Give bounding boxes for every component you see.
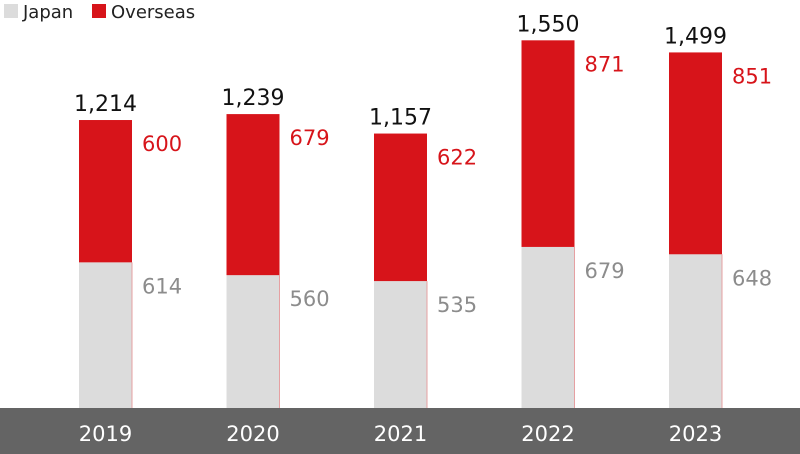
x-axis-band (0, 408, 800, 454)
total-label-2021: 1,157 (369, 106, 432, 131)
bar-japan-2022 (521, 246, 575, 408)
japan-value-label-2021: 535 (437, 293, 477, 317)
total-label-2023: 1,499 (664, 24, 727, 49)
bars (79, 40, 723, 408)
x-tick-label-2022: 2022 (521, 422, 574, 446)
bar-japan-2023 (669, 254, 722, 408)
bar-overseas-2023 (669, 52, 722, 255)
japan-value-label-2023: 648 (732, 266, 772, 290)
bar-overseas-2020 (226, 114, 280, 276)
japan-value-label-2019: 614 (142, 274, 182, 298)
x-tick-label-2020: 2020 (226, 422, 279, 446)
legend-swatch-overseas (92, 4, 106, 18)
overseas-value-label-2019: 600 (142, 132, 182, 156)
data-labels: 1,21460061420191,23967956020201,15762253… (74, 12, 772, 446)
overseas-value-label-2021: 622 (437, 146, 477, 170)
x-tick-label-2023: 2023 (669, 422, 722, 446)
bar-japan-2020 (226, 275, 280, 408)
total-label-2022: 1,550 (517, 12, 580, 37)
overseas-value-label-2023: 851 (732, 64, 772, 88)
total-label-2020: 1,239 (222, 86, 285, 111)
legend: Japan Overseas (4, 2, 195, 23)
total-label-2019: 1,214 (74, 92, 137, 117)
japan-value-label-2022: 679 (585, 259, 625, 283)
overseas-value-label-2020: 679 (290, 126, 330, 150)
bar-overseas-2019 (79, 120, 132, 263)
overseas-value-label-2022: 871 (585, 52, 625, 76)
legend-label-overseas: Overseas (111, 2, 195, 23)
legend-swatch-japan (4, 4, 18, 18)
legend-label-japan: Japan (22, 2, 73, 23)
bar-japan-2021 (374, 281, 427, 408)
bar-overseas-2022 (521, 40, 575, 247)
x-tick-label-2019: 2019 (79, 422, 132, 446)
x-tick-label-2021: 2021 (374, 422, 427, 446)
bar-japan-2019 (79, 262, 132, 408)
bar-overseas-2021 (374, 133, 427, 282)
japan-value-label-2020: 560 (290, 287, 330, 311)
